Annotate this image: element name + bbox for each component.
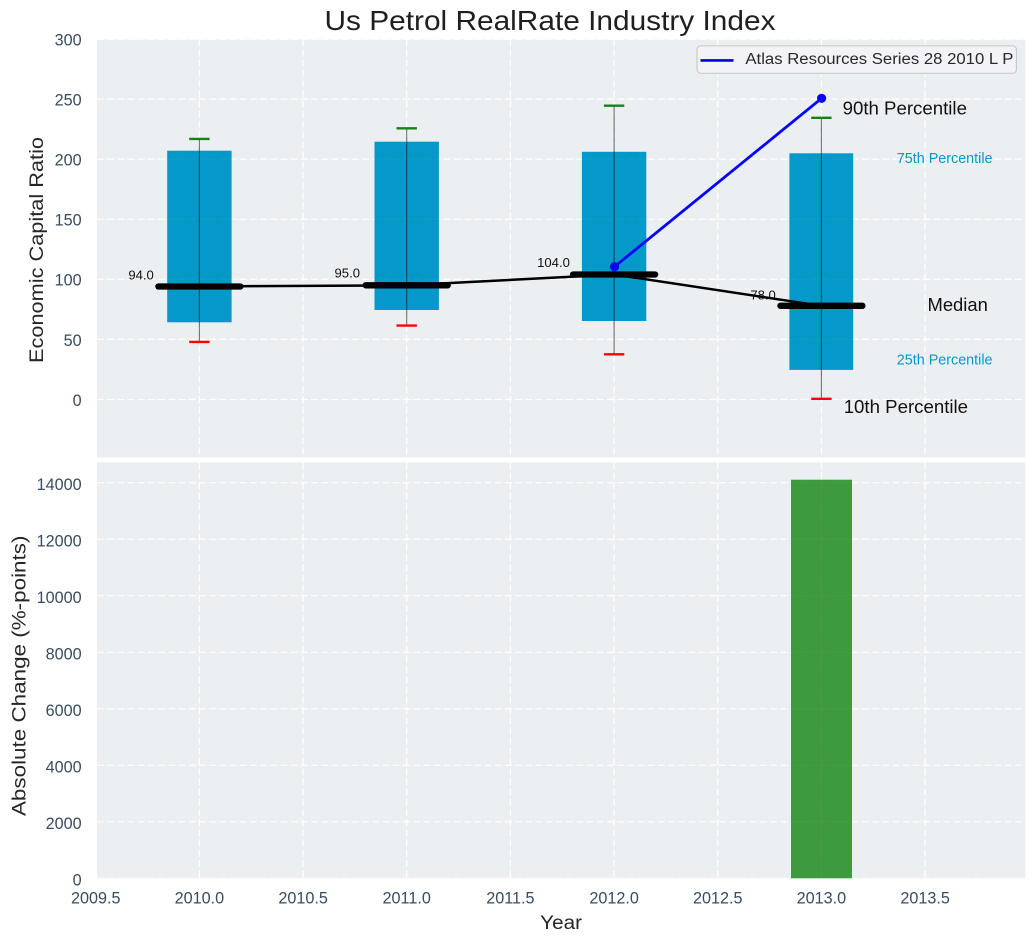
svg-text:2013.5: 2013.5: [900, 890, 950, 908]
svg-text:6000: 6000: [46, 702, 82, 720]
svg-text:10000: 10000: [37, 589, 82, 607]
svg-text:300: 300: [55, 31, 82, 49]
svg-text:2012.5: 2012.5: [693, 890, 743, 908]
svg-text:150: 150: [55, 212, 82, 230]
svg-text:Year: Year: [540, 913, 582, 934]
svg-text:90th Percentile: 90th Percentile: [843, 97, 967, 118]
svg-text:2011.0: 2011.0: [383, 890, 431, 908]
svg-text:4000: 4000: [46, 759, 82, 777]
svg-text:0: 0: [73, 872, 82, 890]
svg-text:104.0: 104.0: [537, 255, 570, 270]
svg-text:Median: Median: [928, 294, 988, 315]
svg-text:8000: 8000: [46, 646, 82, 664]
svg-text:2010.0: 2010.0: [175, 890, 225, 908]
svg-text:25th Percentile: 25th Percentile: [897, 353, 993, 369]
svg-text:2013.0: 2013.0: [797, 890, 847, 908]
svg-text:200: 200: [55, 152, 82, 170]
svg-text:2011.5: 2011.5: [486, 890, 534, 908]
svg-text:2000: 2000: [46, 815, 82, 833]
svg-text:12000: 12000: [37, 533, 82, 551]
svg-text:250: 250: [55, 92, 82, 110]
svg-text:Absolute Change (%-points): Absolute Change (%-points): [9, 536, 30, 817]
svg-text:0: 0: [73, 392, 82, 410]
svg-text:75th Percentile: 75th Percentile: [897, 151, 993, 167]
svg-text:50: 50: [64, 332, 82, 350]
svg-text:14000: 14000: [37, 476, 82, 494]
svg-text:95.0: 95.0: [335, 266, 360, 281]
svg-text:78.0: 78.0: [750, 288, 775, 303]
svg-text:2010.5: 2010.5: [278, 890, 328, 908]
svg-text:Economic Capital Ratio: Economic Capital Ratio: [27, 137, 48, 363]
svg-text:Us Petrol RealRate Industry In: Us Petrol RealRate Industry Index: [325, 5, 776, 36]
svg-text:Atlas Resources Series 28 2010: Atlas Resources Series 28 2010 L P: [745, 51, 1013, 68]
svg-text:2009.5: 2009.5: [71, 890, 121, 908]
svg-text:100: 100: [55, 272, 82, 290]
svg-text:2012.0: 2012.0: [589, 890, 639, 908]
svg-text:94.0: 94.0: [128, 268, 153, 283]
svg-text:10th Percentile: 10th Percentile: [844, 396, 968, 417]
